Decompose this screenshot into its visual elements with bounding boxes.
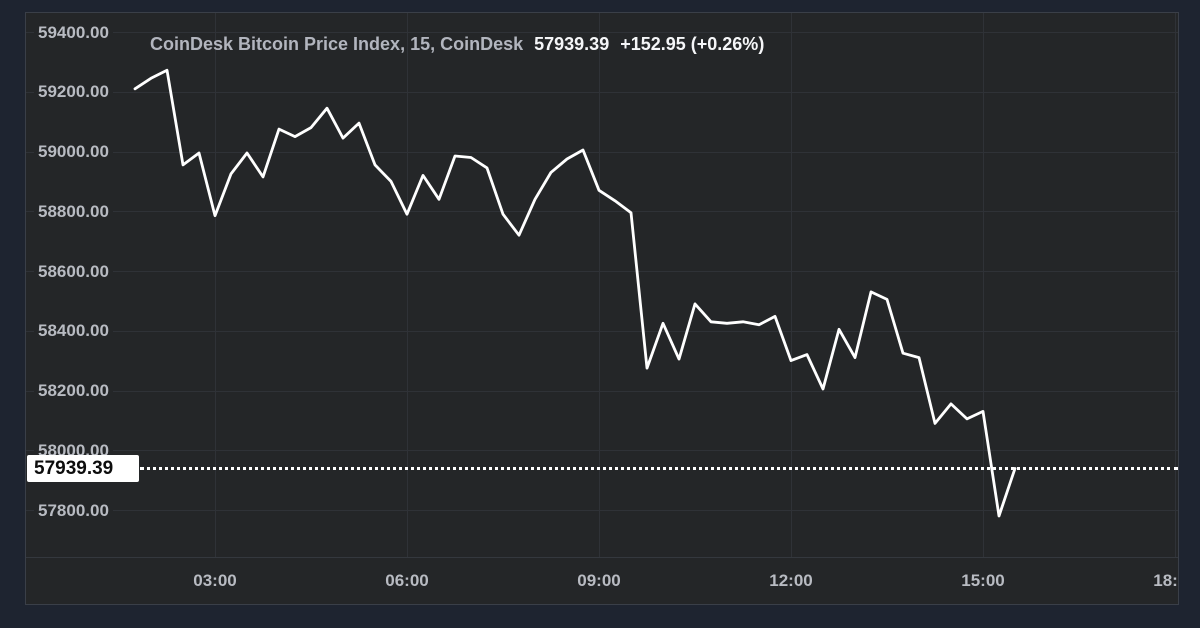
price-change-value: +152.95 (+0.26%) — [620, 34, 765, 54]
time-scale-label: 18:00 — [1153, 571, 1178, 590]
price-scale-label: 59400.00 — [34, 22, 113, 43]
price-scale-label: 57800.00 — [34, 500, 113, 521]
time-scale-label: 12:00 — [769, 571, 813, 590]
time-scale-label: 09:00 — [577, 571, 621, 590]
time-scale-label: 06:00 — [385, 571, 429, 590]
price-scale-label: 58200.00 — [34, 380, 113, 401]
price-scale-label: 58400.00 — [34, 320, 113, 341]
price-line-series — [133, 68, 1017, 518]
chart-widget: CoinDesk Bitcoin Price Index, 15, CoinDe… — [25, 12, 1179, 605]
chart-title: CoinDesk Bitcoin Price Index, 15, CoinDe… — [150, 34, 524, 54]
price-chart-plot[interactable] — [26, 13, 1178, 604]
last-price-value: 57939.39 — [534, 34, 610, 54]
time-scale-label: 15:00 — [961, 571, 1005, 590]
current-price-line — [140, 467, 1178, 470]
current-price-label: 57939.39 — [27, 455, 139, 482]
price-scale-label: 59000.00 — [34, 141, 113, 162]
price-scale-label: 59200.00 — [34, 81, 113, 102]
price-scale-label: 58800.00 — [34, 201, 113, 222]
chart-legend: CoinDesk Bitcoin Price Index, 15, CoinDe… — [150, 33, 764, 55]
price-scale-label: 58600.00 — [34, 261, 113, 282]
time-scale-label: 03:00 — [193, 571, 237, 590]
